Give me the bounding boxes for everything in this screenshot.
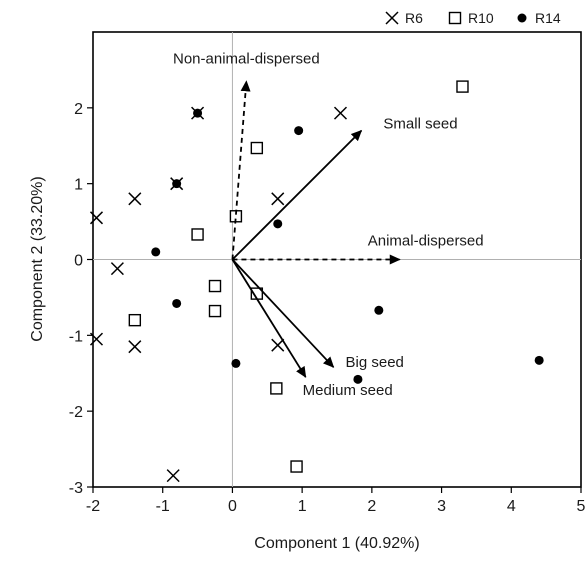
point-r10 — [128, 313, 142, 327]
point-r6 — [128, 340, 142, 354]
vector-arrow — [231, 80, 251, 260]
point-r14 — [231, 358, 241, 368]
data-points — [89, 80, 544, 483]
y-axis-label: Component 2 (33.20%) — [29, 176, 46, 341]
legend-marker — [448, 11, 462, 25]
y-tick-label: 1 — [74, 177, 83, 194]
legend-label: R14 — [535, 10, 561, 26]
point-r14 — [534, 355, 544, 365]
vector-label: Medium seed — [303, 382, 393, 399]
y-tick-label: 0 — [74, 253, 83, 270]
legend-entry: R6 — [385, 10, 423, 26]
x-tick-label: 3 — [437, 498, 446, 515]
point-r14 — [353, 374, 363, 384]
point-r14 — [172, 298, 182, 308]
y-tick-label: -2 — [69, 404, 83, 421]
vector-label: Non-animal-dispersed — [173, 50, 320, 67]
x-axis-label: Component 1 (40.92%) — [254, 535, 419, 552]
x-tick-label: -1 — [156, 498, 170, 515]
vector-label: Animal-dispersed — [368, 233, 484, 250]
point-r6 — [89, 211, 104, 225]
point-r10 — [208, 279, 222, 293]
point-r14 — [151, 247, 161, 257]
point-r14 — [172, 179, 182, 189]
point-r10 — [290, 460, 303, 473]
x-tick-label: 1 — [298, 498, 307, 515]
vector-label: Big seed — [346, 354, 404, 371]
point-r14 — [374, 305, 384, 315]
legend-entry: R10 — [448, 10, 494, 26]
point-r6 — [333, 106, 348, 120]
legend: R6 R10 R14 — [385, 10, 561, 26]
x-tick-label: 5 — [577, 498, 586, 515]
point-r10 — [270, 382, 283, 395]
x-tick-label: 4 — [507, 498, 516, 515]
x-tick-label: 2 — [367, 498, 376, 515]
point-r14 — [193, 108, 203, 118]
point-r14 — [273, 219, 283, 229]
y-tick-label: -3 — [69, 480, 83, 497]
point-r6 — [166, 469, 180, 483]
y-tick-label: 2 — [74, 101, 83, 118]
y-tick-label: -1 — [69, 328, 83, 345]
point-r14 — [294, 126, 304, 136]
point-r6 — [271, 338, 285, 352]
y-axis-ticks: -3 -2 -1 0 1 2 — [69, 101, 93, 497]
point-r10 — [456, 80, 469, 93]
legend-label: R6 — [405, 10, 423, 26]
x-tick-label: 0 — [228, 498, 237, 515]
point-r6 — [271, 192, 285, 206]
legend-entry: R14 — [517, 10, 561, 26]
point-r6 — [128, 192, 142, 206]
point-r10 — [191, 228, 204, 241]
point-r10 — [208, 304, 222, 318]
vector-arrow — [231, 258, 335, 368]
loading-vectors: Non-animal-dispersed Small seed Animal-dis… — [173, 50, 484, 399]
point-r6 — [110, 262, 124, 276]
x-axis-ticks: -2 -1 0 1 2 3 4 5 — [86, 487, 586, 515]
legend-label: R10 — [468, 10, 494, 26]
legend-marker — [517, 13, 527, 23]
vector-label: Small seed — [383, 116, 457, 133]
point-r6 — [89, 332, 104, 346]
vector-arrow — [231, 129, 363, 261]
zero-reference-lines — [93, 32, 581, 487]
x-tick-label: -2 — [86, 498, 100, 515]
legend-marker — [385, 11, 399, 25]
point-r10 — [250, 141, 264, 155]
vector-arrow — [231, 259, 307, 378]
